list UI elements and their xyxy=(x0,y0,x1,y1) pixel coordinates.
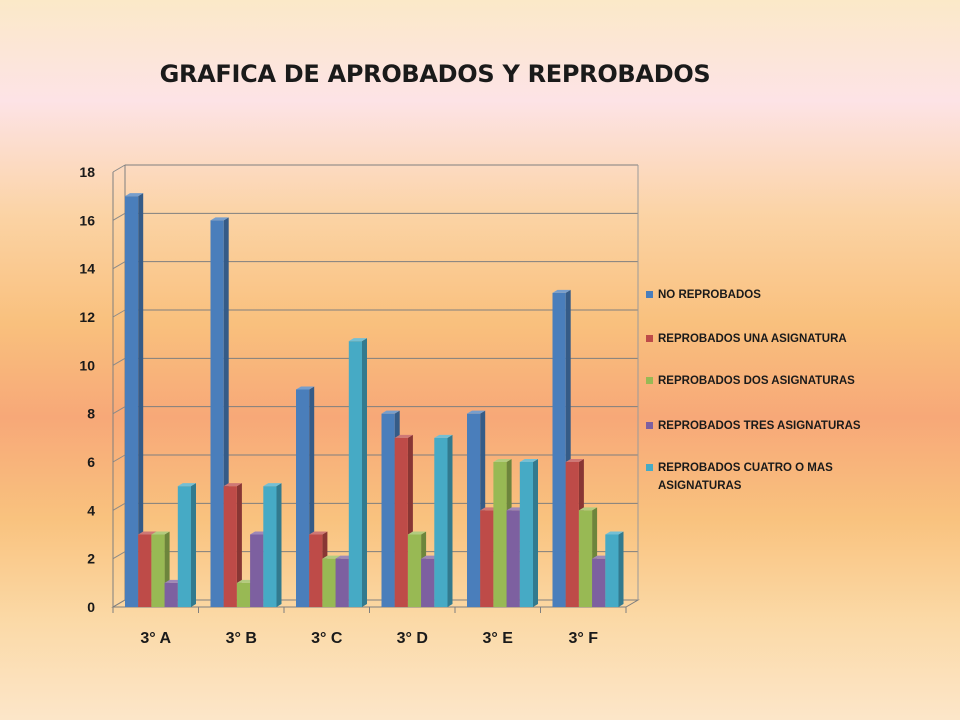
y-tick-label: 18 xyxy=(79,164,95,180)
y-tick-label: 14 xyxy=(79,261,95,277)
bar xyxy=(348,338,367,607)
bar xyxy=(263,483,282,607)
gridline xyxy=(112,164,638,173)
x-tick-labels: 3° A 3° B 3° C 3° D 3° E 3° F xyxy=(140,630,598,647)
y-tick-label: 4 xyxy=(87,502,95,518)
x-tick-label: 3° A xyxy=(140,630,171,647)
y-tick-label: 12 xyxy=(79,309,95,325)
legend-entry: NO REPROBADOS xyxy=(646,289,761,301)
y-tick-label: 16 xyxy=(79,212,95,228)
bar xyxy=(125,193,144,607)
legend-label: NO REPROBADOS xyxy=(658,289,761,301)
y-tick-labels: 0 2 4 6 8 10 12 14 16 18 xyxy=(79,164,95,615)
legend-entry: REPROBADOS CUATRO O MAS ASIGNATURAS xyxy=(646,462,833,492)
legend-entry: REPROBADOS TRES ASIGNATURAS xyxy=(646,420,861,432)
legend: NO REPROBADOS REPROBADOS UNA ASIGNATURA RE… xyxy=(646,289,861,492)
y-tick-label: 10 xyxy=(79,357,95,373)
gridline xyxy=(112,212,638,221)
bar xyxy=(177,483,196,607)
x-tick-label: 3° F xyxy=(568,630,598,647)
legend-label: REPROBADOS UNA ASIGNATURA xyxy=(658,333,847,345)
legend-swatch xyxy=(646,422,653,429)
bar xyxy=(434,434,453,607)
bars xyxy=(125,193,624,608)
legend-swatch xyxy=(646,335,653,342)
legend-swatch xyxy=(646,377,653,384)
x-tick-label: 3° B xyxy=(226,630,257,647)
legend-label: REPROBADOS DOS ASIGNATURAS xyxy=(658,375,855,387)
legend-entry: REPROBADOS UNA ASIGNATURA xyxy=(646,333,847,345)
bar xyxy=(605,531,624,607)
legend-entry: REPROBADOS DOS ASIGNATURAS xyxy=(646,375,855,387)
bar xyxy=(519,459,538,607)
x-tick-label: 3° D xyxy=(397,630,428,647)
y-tick-label: 8 xyxy=(87,406,95,422)
x-tick-label: 3° C xyxy=(311,630,343,647)
legend-swatch xyxy=(646,291,653,298)
gridline xyxy=(112,261,638,270)
chart-title: GRAFICA DE APROBADOS Y REPROBADOS xyxy=(159,60,711,88)
y-tick-label: 0 xyxy=(87,599,95,615)
x-tick-label: 3° E xyxy=(483,630,514,647)
legend-swatch xyxy=(646,464,653,471)
y-tick-label: 2 xyxy=(87,551,95,567)
y-tick-label: 6 xyxy=(87,454,95,470)
legend-label: REPROBADOS CUATRO O MAS ASIGNATURAS xyxy=(658,462,833,492)
bar xyxy=(394,434,413,607)
bar xyxy=(223,483,242,607)
legend-label: REPROBADOS TRES ASIGNATURAS xyxy=(658,420,861,432)
